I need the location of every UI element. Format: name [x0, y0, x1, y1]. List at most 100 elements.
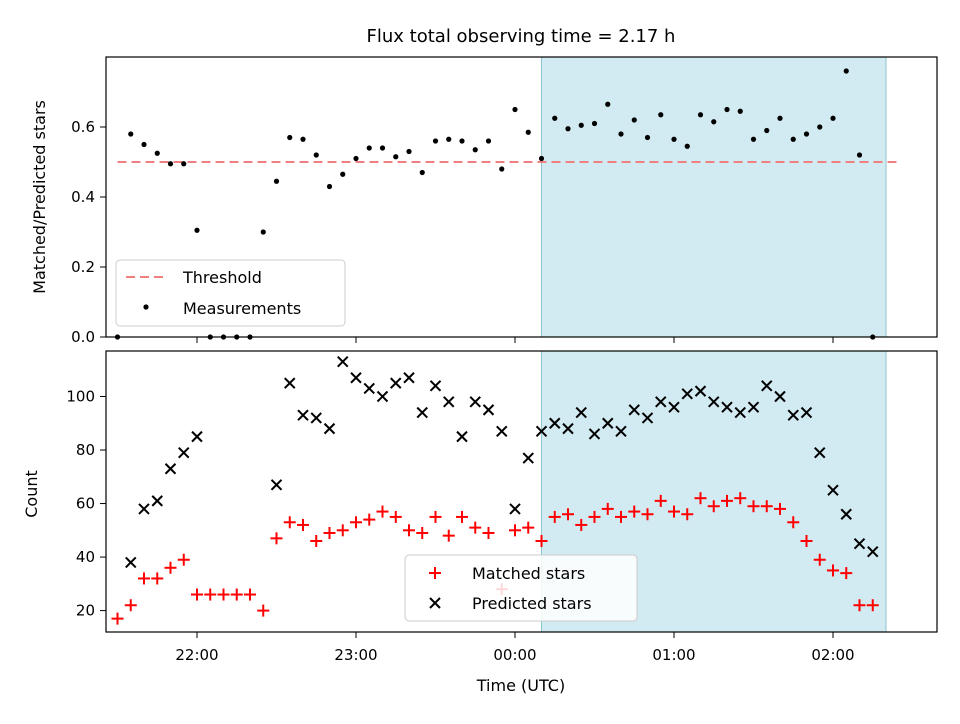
top-y-tick-label: 0.2	[71, 258, 95, 276]
predicted-star-point	[814, 446, 826, 459]
predicted-star-point	[628, 404, 640, 416]
matched-star-point	[615, 510, 627, 523]
matched-star-point	[654, 494, 667, 507]
measurement-point	[326, 183, 333, 190]
predicted-star-point	[774, 390, 786, 403]
predicted-star-point	[390, 377, 402, 389]
matched-star-point	[747, 500, 760, 513]
measurement-point	[631, 117, 637, 123]
predicted-star-point	[708, 396, 720, 408]
predicted-star-point	[297, 409, 309, 421]
matched-star-point	[177, 553, 190, 566]
matched-star-point	[456, 510, 468, 523]
predicted-star-point	[827, 484, 839, 496]
matched-star-point	[548, 510, 561, 523]
measurement-point	[340, 171, 346, 177]
matched-star-point	[151, 572, 164, 585]
measurement-point	[181, 161, 187, 167]
matched-star-point	[840, 567, 853, 580]
measurement-point	[803, 131, 810, 137]
bottom-axes-frame	[105, 350, 938, 633]
matched-star-point	[336, 524, 349, 537]
matched-star-point	[363, 513, 376, 526]
legend-matched-label: Matched stars	[472, 564, 585, 583]
matched-star-point	[641, 508, 654, 521]
measurement-point	[446, 136, 452, 142]
matched-star-point	[800, 535, 813, 548]
matched-star-point	[124, 599, 137, 612]
predicted-star-point	[867, 546, 879, 558]
matched-star-point	[721, 494, 733, 507]
predicted-star-point	[469, 396, 481, 408]
measurement-point	[485, 138, 492, 144]
matched-star-point	[310, 535, 323, 548]
predicted-star-point	[641, 412, 654, 424]
measurement-point	[141, 141, 147, 148]
legend-matched-swatch	[429, 567, 441, 579]
measurement-point	[737, 108, 743, 114]
predicted-star-point	[549, 417, 561, 429]
predicted-star-point	[681, 388, 693, 400]
measurement-point	[671, 136, 677, 142]
measurement-point	[565, 126, 571, 132]
predicted-star-point	[416, 406, 428, 419]
matched-star-point	[787, 516, 800, 529]
measurement-point	[764, 127, 770, 134]
matched-star-point	[350, 516, 362, 529]
measurement-point	[591, 120, 598, 127]
bottom-y-axis: 20 40 60 80 100	[66, 387, 106, 620]
matched-star-point	[813, 553, 826, 566]
matched-star-point	[694, 492, 707, 505]
measurement-point	[353, 155, 359, 162]
predicted-star-point	[721, 401, 733, 413]
legend-predicted-label: Predicted stars	[472, 594, 592, 613]
legend-measurements-label: Measurements	[183, 299, 301, 318]
predicted-star-point	[602, 417, 614, 429]
measurement-point	[843, 68, 849, 74]
predicted-star-point	[853, 537, 866, 550]
matched-star-point	[628, 505, 641, 518]
matched-star-point	[204, 588, 217, 601]
predicted-star-point	[323, 422, 336, 435]
predicted-star-point	[588, 428, 601, 440]
matched-star-point	[257, 604, 270, 617]
x-tick-label: 22:00	[175, 646, 218, 664]
bottom-y-tick-label: 60	[76, 495, 95, 513]
predicted-star-point	[350, 372, 362, 384]
matched-star-point	[323, 526, 336, 539]
x-tick-label: 01:00	[652, 646, 695, 664]
predicted-star-point	[429, 380, 442, 392]
matched-star-point	[588, 510, 601, 523]
measurement-point	[366, 145, 372, 151]
matched-star-point	[601, 502, 614, 515]
legend-predicted-swatch	[429, 597, 441, 609]
matched-star-point	[734, 492, 747, 505]
predicted-star-point	[575, 406, 587, 419]
bottom-legend: Matched stars Predicted stars	[404, 554, 638, 622]
top-y-tick-label: 0.0	[71, 328, 95, 346]
top-y-axis-label: Matched/Predicted stars	[30, 100, 49, 294]
bottom-x-axis: 22:00 23:00 00:00 01:00 02:00	[175, 632, 855, 664]
measurement-point	[817, 124, 823, 130]
top-legend: Threshold Measurements	[115, 259, 346, 327]
matched-star-point	[164, 561, 177, 574]
predicted-star-point	[403, 372, 415, 384]
predicted-star-point	[655, 396, 667, 408]
measurement-point	[499, 166, 505, 172]
predicted-star-point	[787, 409, 799, 421]
measurement-point	[605, 101, 611, 107]
matched-star-point	[429, 510, 442, 523]
chart-title: Flux total observing time = 2.17 h	[367, 26, 676, 47]
measurement-point	[777, 115, 783, 121]
predicted-star-point	[376, 390, 389, 403]
matched-star-point	[575, 518, 588, 531]
measurement-point	[393, 154, 399, 160]
measurement-point	[618, 131, 624, 137]
measurement-point	[432, 138, 439, 144]
matched-star-point	[482, 526, 495, 539]
matched-star-point	[111, 612, 124, 625]
predicted-star-point	[496, 425, 508, 437]
predicted-star-point	[443, 396, 455, 408]
predicted-star-point	[761, 380, 773, 392]
bottom-points	[111, 355, 879, 625]
